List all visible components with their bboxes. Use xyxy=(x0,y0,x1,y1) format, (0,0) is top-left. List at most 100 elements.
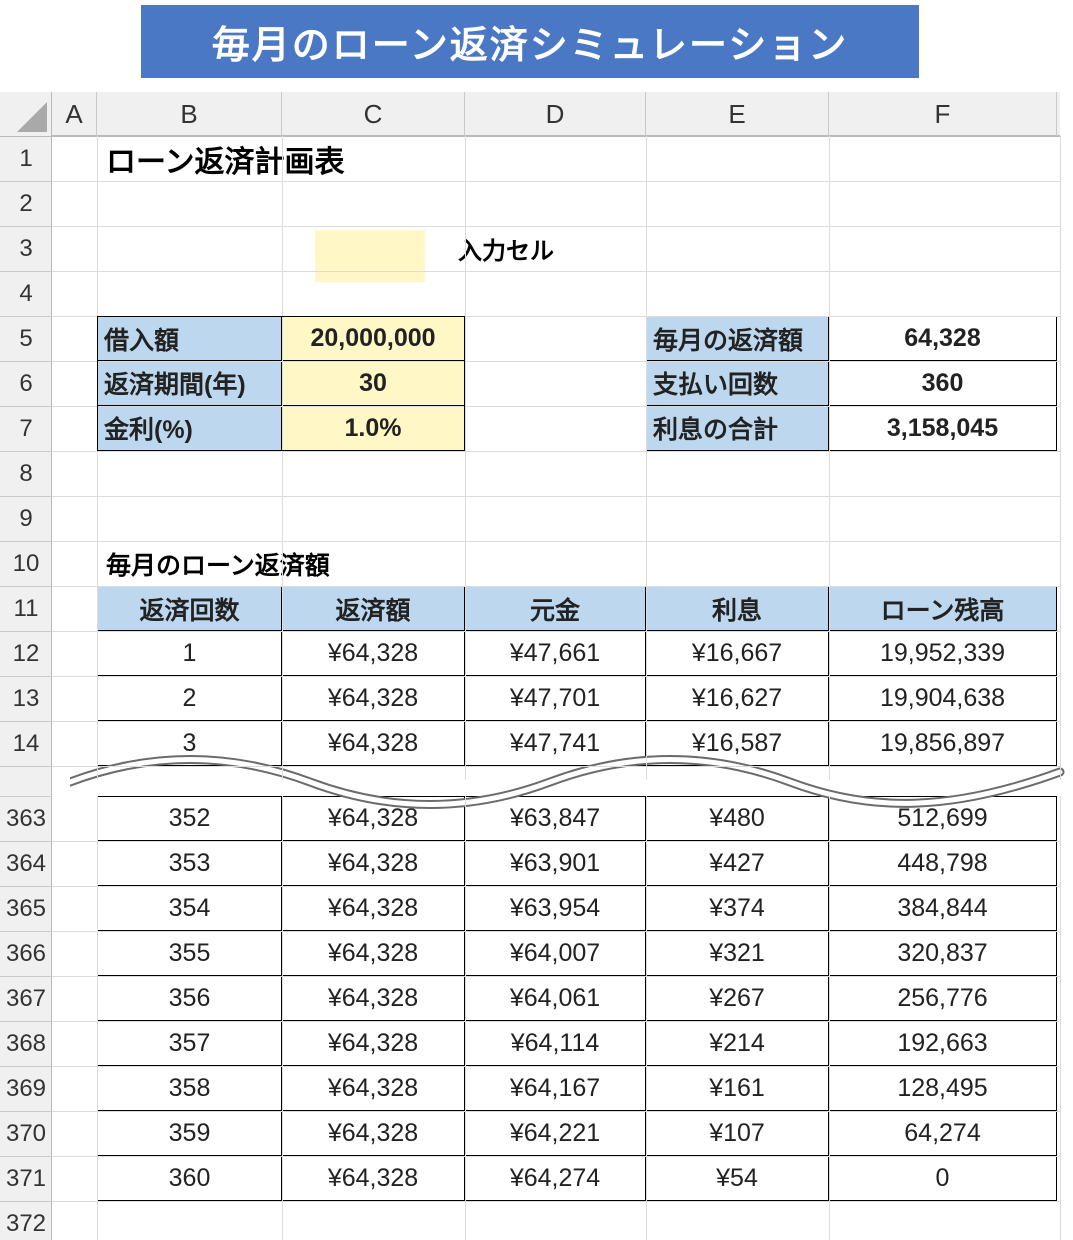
schedule-cell: ¥54 xyxy=(646,1156,829,1201)
row-header-7[interactable]: 7 xyxy=(19,414,33,442)
column-header-f[interactable]: F xyxy=(829,92,1057,136)
column-header-c[interactable]: C xyxy=(282,92,465,136)
gridline xyxy=(52,451,1060,452)
schedule-cell: 19,904,638 xyxy=(829,676,1057,721)
gridline xyxy=(52,406,1060,407)
row-header-367[interactable]: 367 xyxy=(5,984,47,1012)
column-header-e[interactable]: E xyxy=(646,92,829,136)
column-header-a[interactable]: A xyxy=(52,92,97,136)
monthly-payment-value: 64,328 xyxy=(829,316,1057,361)
payment-count-label: 支払い回数 xyxy=(646,361,829,406)
row-header-4[interactable]: 4 xyxy=(19,279,33,307)
row-header-8[interactable]: 8 xyxy=(19,459,33,487)
row-header-371[interactable]: 371 xyxy=(5,1164,47,1192)
gridline xyxy=(52,976,1060,977)
loan-input[interactable]: 20,000,000 xyxy=(282,316,465,361)
gridline xyxy=(52,271,1060,272)
period-input[interactable]: 30 xyxy=(282,361,465,406)
schedule-cell: ¥64,328 xyxy=(282,721,465,766)
interest-total-label: 利息の合計 xyxy=(646,406,829,451)
schedule-cell: ¥214 xyxy=(646,1021,829,1066)
gridline xyxy=(97,136,98,780)
row-header-2[interactable]: 2 xyxy=(19,189,33,217)
gridline xyxy=(52,886,1060,887)
row-header-365[interactable]: 365 xyxy=(5,894,47,922)
row-header-13[interactable]: 13 xyxy=(12,684,40,712)
row-header-9[interactable]: 9 xyxy=(19,504,33,532)
gridline xyxy=(52,1111,1060,1112)
gridline xyxy=(829,136,830,780)
schedule-cell: ¥16,667 xyxy=(646,631,829,676)
schedule-cell: ¥64,328 xyxy=(282,841,465,886)
schedule-header: ローン残高 xyxy=(829,586,1057,631)
gridline xyxy=(0,406,52,407)
schedule-cell: 355 xyxy=(97,931,282,976)
loan-label: 借入額 xyxy=(97,316,282,361)
schedule-cell: ¥374 xyxy=(646,886,829,931)
row-header-366[interactable]: 366 xyxy=(5,939,47,967)
schedule-cell: ¥64,061 xyxy=(465,976,646,1021)
gridline xyxy=(0,631,52,632)
schedule-cell: 360 xyxy=(97,1156,282,1201)
gridline xyxy=(0,316,52,317)
gridline xyxy=(0,181,52,182)
schedule-cell: 128,495 xyxy=(829,1066,1057,1111)
row-header-369[interactable]: 369 xyxy=(5,1074,47,1102)
schedule-cell: 358 xyxy=(97,1066,282,1111)
schedule-cell: 1 xyxy=(97,631,282,676)
schedule-cell: ¥64,328 xyxy=(282,1066,465,1111)
schedule-cell: ¥64,328 xyxy=(282,886,465,931)
gridline xyxy=(52,841,1060,842)
rate-input[interactable]: 1.0% xyxy=(282,406,465,451)
row-header-370[interactable]: 370 xyxy=(5,1119,47,1147)
gridline xyxy=(52,316,1060,317)
row-header-372[interactable]: 372 xyxy=(5,1209,47,1237)
gridline xyxy=(0,541,52,542)
gridline xyxy=(0,496,52,497)
select-all-corner[interactable] xyxy=(0,92,52,136)
gridline xyxy=(0,586,52,587)
gridline xyxy=(282,136,283,780)
column-header-d[interactable]: D xyxy=(465,92,646,136)
row-header-1[interactable]: 1 xyxy=(19,144,33,172)
omission-wave-icon xyxy=(70,755,1065,809)
row-header-12[interactable]: 12 xyxy=(12,639,40,667)
row-header-11[interactable]: 11 xyxy=(13,594,39,622)
schedule-cell: 19,952,339 xyxy=(829,631,1057,676)
schedule-cell: ¥47,701 xyxy=(465,676,646,721)
schedule-cell: ¥64,328 xyxy=(282,631,465,676)
row-header-column: 1 2 3 4 5 6 7 8 9 10 11 12 13 14 363 364 365 366 367 368 369… xyxy=(0,136,52,1240)
gridline xyxy=(52,931,1060,932)
gridline xyxy=(0,1111,52,1112)
schedule-cell: 448,798 xyxy=(829,841,1057,886)
gridline xyxy=(0,976,52,977)
gridline xyxy=(52,1066,1060,1067)
schedule-cell: ¥47,661 xyxy=(465,631,646,676)
gridline xyxy=(52,586,1060,587)
row-header-5[interactable]: 5 xyxy=(19,324,33,352)
sheet-title: ローン返済計画表 xyxy=(106,144,345,180)
gridline xyxy=(829,796,830,1240)
row-header-3[interactable]: 3 xyxy=(19,234,33,262)
row-header-10[interactable]: 10 xyxy=(12,549,40,577)
schedule-cell: 352 xyxy=(97,796,282,841)
gridline xyxy=(52,181,1060,182)
column-header-b[interactable]: B xyxy=(97,92,282,136)
row-header-368[interactable]: 368 xyxy=(5,1029,47,1057)
gridline xyxy=(52,1021,1060,1022)
schedule-cell: 356 xyxy=(97,976,282,1021)
gridline xyxy=(646,796,647,1240)
schedule-cell: 256,776 xyxy=(829,976,1057,1021)
row-header-363[interactable]: 363 xyxy=(5,804,47,832)
row-header-364[interactable]: 364 xyxy=(5,849,47,877)
schedule-cell: ¥64,274 xyxy=(465,1156,646,1201)
schedule-cell: ¥64,328 xyxy=(282,1021,465,1066)
row-header-6[interactable]: 6 xyxy=(19,369,33,397)
legend-swatch xyxy=(315,230,425,282)
schedule-cell: 357 xyxy=(97,1021,282,1066)
gridline xyxy=(0,1156,52,1157)
gridline xyxy=(0,931,52,932)
schedule-cell: 353 xyxy=(97,841,282,886)
gridline xyxy=(646,136,647,780)
row-header-14[interactable]: 14 xyxy=(12,729,40,757)
